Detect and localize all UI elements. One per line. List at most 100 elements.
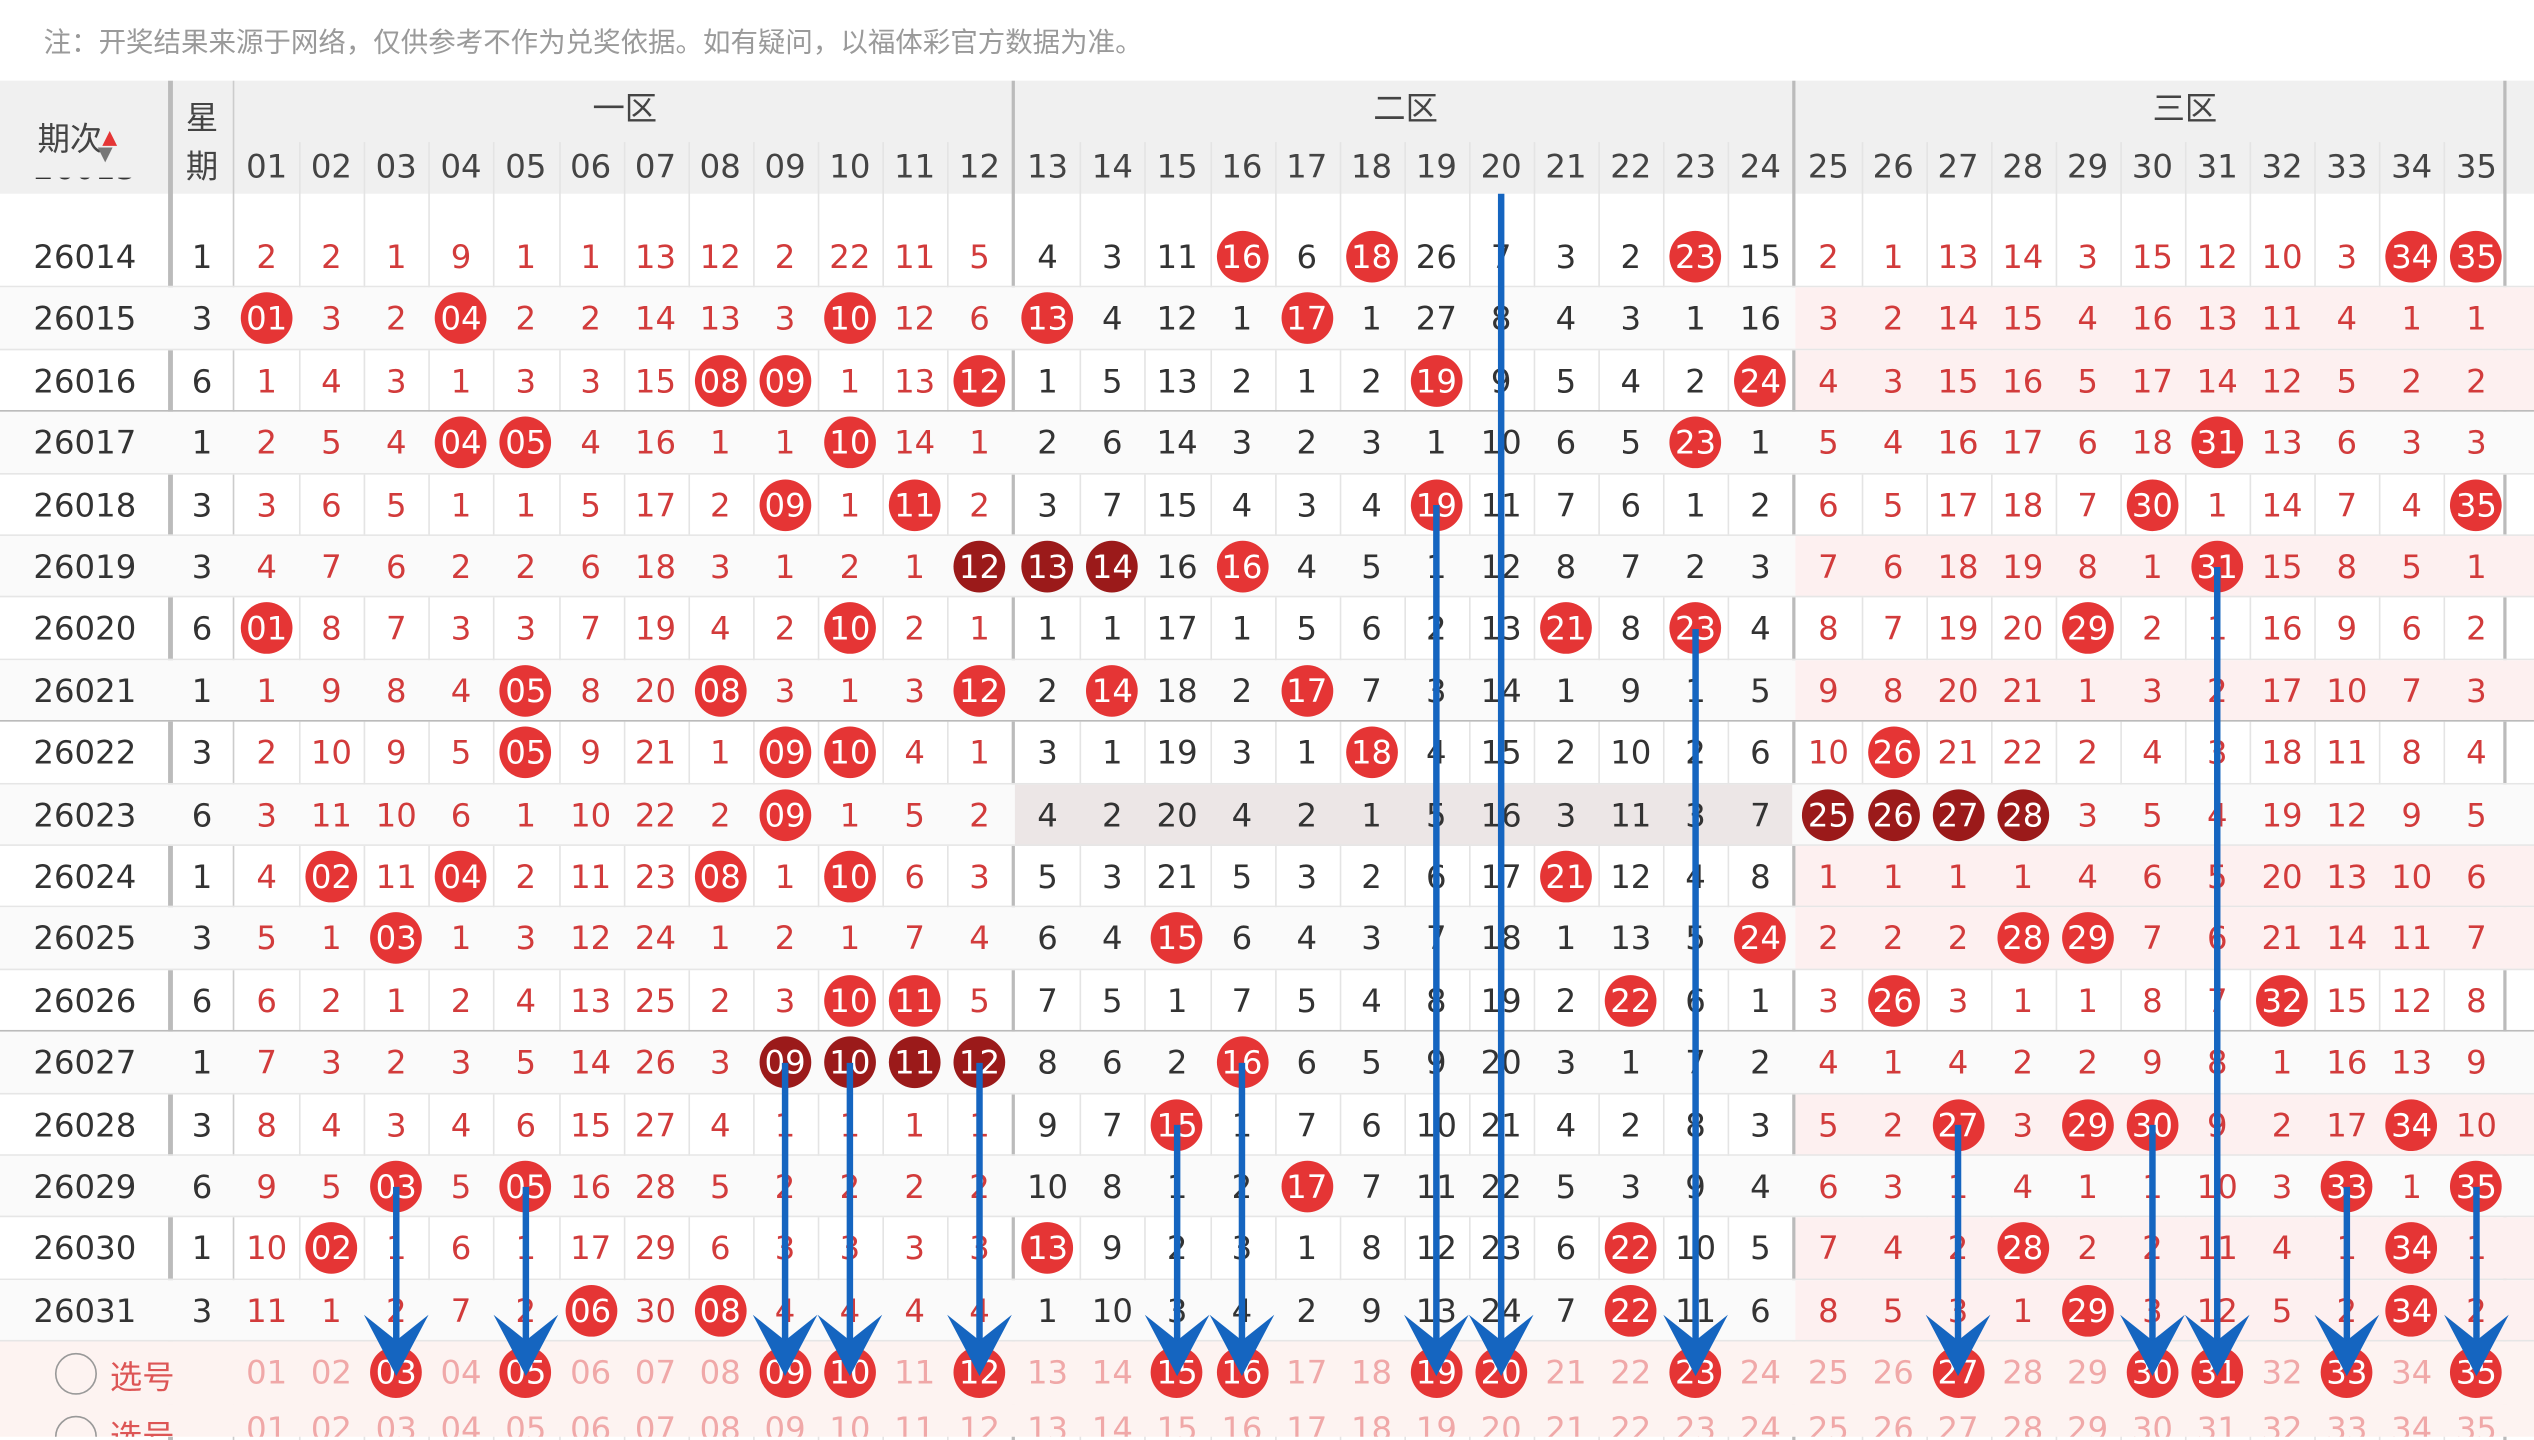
selectable-number-20[interactable]: 20 (1480, 1408, 1522, 1437)
selectable-number-18[interactable]: 18 (1350, 1408, 1393, 1437)
selectable-number-17[interactable]: 17 (1286, 1408, 1328, 1437)
selectable-number-28[interactable]: 28 (2002, 1353, 2044, 1392)
miss-count: 2 (2466, 361, 2487, 401)
selectable-number-23[interactable]: 23 (1674, 1408, 1717, 1437)
selectable-number-17[interactable]: 17 (1286, 1353, 1328, 1392)
selectable-number-08[interactable]: 08 (699, 1353, 741, 1392)
issue-sort-header[interactable]: 期次▲▼ (37, 119, 118, 165)
drawn-ball: 28 (1996, 1222, 2049, 1275)
miss-count: 3 (2271, 1167, 2293, 1206)
miss-count: 3 (2466, 671, 2487, 710)
drawn-ball: 04 (435, 292, 487, 345)
selectable-number-11[interactable]: 11 (894, 1353, 936, 1392)
miss-count: 1 (969, 423, 990, 463)
column-header-10: 10 (829, 146, 871, 186)
column-header-35: 35 (2455, 146, 2498, 186)
miss-count: 16 (1156, 547, 1198, 587)
weekday: 3 (191, 299, 213, 339)
selectable-number-28[interactable]: 28 (2002, 1408, 2044, 1437)
selected-number-33[interactable]: 33 (2320, 1346, 2373, 1399)
selectable-number-18[interactable]: 18 (1350, 1353, 1393, 1392)
selectable-number-03[interactable]: 03 (375, 1408, 417, 1437)
selectable-number-34[interactable]: 34 (2391, 1408, 2433, 1437)
selectable-number-12[interactable]: 12 (958, 1408, 1001, 1437)
selectable-number-22[interactable]: 22 (1610, 1408, 1652, 1437)
selectable-number-30[interactable]: 30 (2131, 1408, 2173, 1437)
miss-count: 5 (2271, 1291, 2293, 1330)
weekday: 1 (191, 1229, 213, 1268)
table-row: 2602666212413252310115751754819222613263… (0, 970, 2534, 1032)
select-radio[interactable] (54, 1353, 97, 1396)
selectable-number-06[interactable]: 06 (570, 1408, 612, 1437)
selectable-number-01[interactable]: 01 (246, 1353, 288, 1392)
miss-count: 7 (1620, 547, 1642, 587)
selectable-number-02[interactable]: 02 (310, 1408, 353, 1437)
selectable-number-25[interactable]: 25 (1807, 1408, 1849, 1437)
selectable-number-21[interactable]: 21 (1545, 1353, 1587, 1392)
drawn-ball: 26 (1867, 788, 1920, 841)
miss-count: 2 (321, 981, 342, 1020)
miss-count: 2 (2077, 1229, 2098, 1268)
selectable-number-13[interactable]: 13 (1026, 1353, 1069, 1392)
selectable-number-04[interactable]: 04 (440, 1353, 482, 1392)
selectable-number-27[interactable]: 27 (1937, 1408, 1979, 1437)
selectable-number-32[interactable]: 32 (2261, 1353, 2303, 1392)
miss-count: 4 (1361, 485, 1382, 525)
selectable-number-16[interactable]: 16 (1221, 1408, 1263, 1437)
selectable-number-08[interactable]: 08 (699, 1408, 741, 1437)
miss-count: 3 (1750, 1105, 1771, 1144)
miss-count: 1 (774, 857, 796, 896)
selectable-number-35[interactable]: 35 (2455, 1408, 2498, 1437)
selectable-number-07[interactable]: 07 (634, 1353, 677, 1392)
selectable-number-15[interactable]: 15 (1156, 1408, 1198, 1437)
miss-count: 7 (2401, 671, 2422, 710)
selectable-number-32[interactable]: 32 (2261, 1408, 2303, 1437)
selectable-number-22[interactable]: 22 (1610, 1353, 1652, 1392)
selectable-number-09[interactable]: 09 (764, 1408, 806, 1437)
selectable-number-29[interactable]: 29 (2067, 1408, 2109, 1437)
column-header-33: 33 (2326, 146, 2368, 186)
selectable-number-24[interactable]: 24 (1739, 1408, 1781, 1437)
selectable-number-33[interactable]: 33 (2326, 1408, 2368, 1437)
group-divider (0, 720, 2534, 722)
miss-count: 2 (1750, 1043, 1771, 1082)
miss-count: 4 (1555, 299, 1577, 339)
selectable-number-11[interactable]: 11 (894, 1408, 936, 1437)
selectable-number-07[interactable]: 07 (634, 1408, 677, 1437)
selectable-number-04[interactable]: 04 (440, 1408, 482, 1437)
selectable-number-06[interactable]: 06 (570, 1353, 612, 1392)
grid-line (1011, 80, 1016, 1440)
zone-shade (1796, 287, 2534, 350)
drawn-ball: 08 (694, 664, 747, 717)
selectable-number-02[interactable]: 02 (310, 1353, 353, 1392)
selectable-number-34[interactable]: 34 (2391, 1353, 2433, 1392)
selectable-number-05[interactable]: 05 (505, 1408, 547, 1437)
selectable-number-24[interactable]: 24 (1739, 1353, 1781, 1392)
miss-count: 20 (2002, 609, 2044, 648)
selectable-number-10[interactable]: 10 (829, 1408, 871, 1437)
miss-count: 12 (2391, 981, 2433, 1020)
selectable-number-14[interactable]: 14 (1091, 1353, 1133, 1392)
selectable-number-13[interactable]: 13 (1026, 1408, 1069, 1437)
selectable-number-21[interactable]: 21 (1545, 1408, 1587, 1437)
selectable-number-19[interactable]: 19 (1415, 1408, 1457, 1437)
selectable-number-31[interactable]: 31 (2196, 1408, 2238, 1437)
miss-count: 2 (515, 299, 537, 339)
miss-count: 5 (969, 981, 990, 1020)
miss-count: 4 (2012, 1167, 2034, 1206)
selectable-number-14[interactable]: 14 (1091, 1408, 1133, 1437)
weekday: 1 (191, 1043, 213, 1082)
selectable-number-26[interactable]: 26 (1872, 1353, 1914, 1392)
selectable-number-01[interactable]: 01 (246, 1408, 288, 1437)
miss-count: 8 (321, 609, 342, 648)
selectable-number-25[interactable]: 25 (1807, 1353, 1849, 1392)
selectable-number-29[interactable]: 29 (2067, 1353, 2109, 1392)
selectable-number-26[interactable]: 26 (1872, 1408, 1914, 1437)
miss-count: 5 (1750, 1229, 1771, 1268)
column-header-02: 02 (310, 146, 353, 186)
miss-count: 4 (1750, 1167, 1771, 1206)
miss-count: 8 (2077, 547, 2098, 587)
miss-count: 2 (2077, 733, 2098, 772)
miss-count: 6 (1361, 1105, 1382, 1144)
